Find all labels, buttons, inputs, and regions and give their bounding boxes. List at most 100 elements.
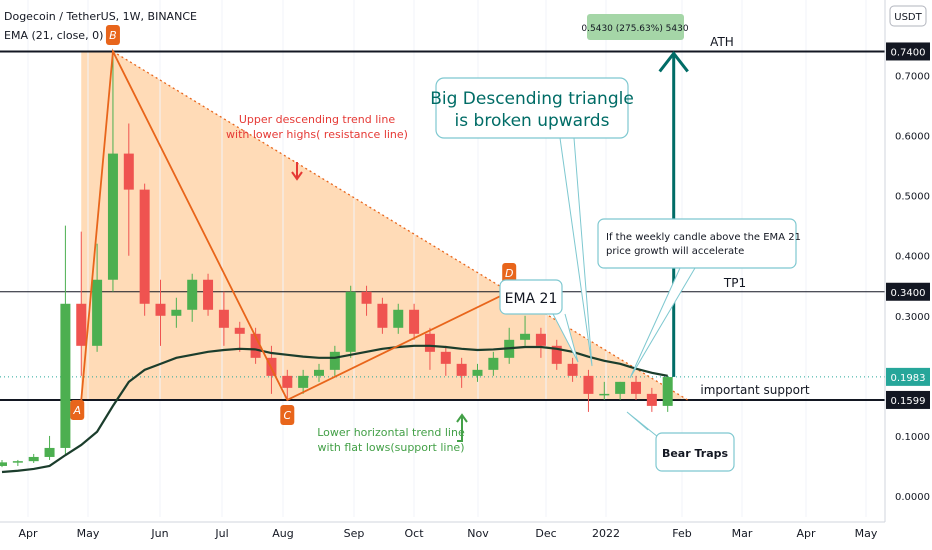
time-axis-label: Sep <box>344 527 365 540</box>
time-axis-label: Aug <box>272 527 293 540</box>
candle-body <box>583 375 594 394</box>
candle-body <box>599 393 610 396</box>
candle-body <box>171 309 182 316</box>
point-badge-c <box>280 405 295 425</box>
currency-button[interactable] <box>889 5 927 27</box>
price-level-badge-text: 0.1983 <box>891 373 926 384</box>
candle-body <box>646 393 657 406</box>
candle-body <box>12 461 23 463</box>
callout-bear-box <box>655 432 735 472</box>
point-label: C <box>283 409 291 422</box>
candle-body <box>535 333 546 346</box>
candle-body <box>329 351 340 370</box>
candle-body <box>361 291 372 304</box>
ema-21-line <box>1 344 668 474</box>
candle-body <box>155 303 166 316</box>
price-tick-label: 0.5000 <box>895 192 930 203</box>
candle-body <box>615 381 626 394</box>
candle-body <box>139 189 150 304</box>
candle-body <box>250 333 261 358</box>
point-badge-b <box>105 25 120 45</box>
price-level-badge <box>886 390 930 409</box>
point-label: B <box>109 29 117 42</box>
candle-body <box>107 153 118 280</box>
callout-ema-text: EMA 21 <box>505 291 558 307</box>
candle-body <box>203 279 214 310</box>
callout-triangle-text-2: is broken upwards <box>455 111 610 131</box>
abcd-pattern-line <box>80 48 510 402</box>
candle-body <box>282 375 293 388</box>
target-badge <box>587 14 684 40</box>
target-arrow-head <box>658 51 689 73</box>
callout-ema-box <box>499 279 563 315</box>
candle-body <box>409 309 420 334</box>
candle-body <box>393 309 404 328</box>
price-tick-label: 0.0000 <box>895 492 930 503</box>
time-axis-label: Apr <box>18 527 38 540</box>
time-axis-label: Dec <box>535 527 556 540</box>
time-axis-label: May <box>77 527 100 540</box>
price-level-badge <box>886 42 930 61</box>
candle-body <box>488 357 499 370</box>
candle-body <box>456 363 467 376</box>
tp1-label: TP1 <box>723 276 746 290</box>
candle-body <box>28 456 39 462</box>
support-label: important support <box>700 383 809 397</box>
candle-body <box>377 303 388 328</box>
price-tick-label: 0.3000 <box>895 312 930 323</box>
candle-body <box>662 377 673 406</box>
time-axis-label: Jul <box>214 527 228 540</box>
price-level-badge <box>886 367 930 386</box>
target-label: 0.5430 (275.63%) 5430 <box>581 24 688 34</box>
point-label: D <box>505 267 513 280</box>
time-axis-label: Oct <box>404 527 424 540</box>
price-level-badge <box>886 282 930 301</box>
time-axis-label: Apr <box>796 527 816 540</box>
price-tick-label: 0.7000 <box>895 72 930 83</box>
candle-body <box>218 309 229 328</box>
candle-body <box>567 363 578 376</box>
candle-body <box>123 153 134 190</box>
candle-body <box>440 351 451 364</box>
price-level-badge-text: 0.1599 <box>891 396 926 407</box>
ath-label: ATH <box>710 35 734 49</box>
point-badge-d <box>502 263 517 283</box>
candle-body <box>92 279 103 346</box>
callout-weekly-box <box>597 218 797 269</box>
price-tick-label: 0.4000 <box>895 252 930 263</box>
candle-body <box>0 462 7 466</box>
candle-body <box>76 303 87 346</box>
candle-body <box>520 333 531 340</box>
indicator-legend[interactable]: EMA (21, close, 0) <box>4 29 104 42</box>
callout-triangle-text-1: Big Descending triangle <box>430 89 634 109</box>
time-axis-label: Jun <box>150 527 168 540</box>
candle-body <box>234 327 245 334</box>
point-label: A <box>72 404 81 417</box>
green-arrow-head <box>456 413 468 423</box>
point-badge-a <box>70 400 85 420</box>
callout-weekly-text-1: If the weekly candle above the EMA 21 <box>606 232 801 243</box>
callout-bear-pointer <box>626 411 659 438</box>
red-arrow-head <box>291 171 303 181</box>
upper-trend-text-1: Upper descending trend line <box>239 113 395 126</box>
time-axis-label: Nov <box>467 527 489 540</box>
price-level-badge-text: 0.7400 <box>891 47 926 58</box>
time-axis-label: May <box>855 527 878 540</box>
candle-body <box>60 303 71 448</box>
candle-body <box>345 291 356 352</box>
candle-body <box>314 369 324 376</box>
green-arrow-shaft <box>457 416 463 442</box>
candle-body <box>44 447 55 457</box>
lower-trend-text-1: Lower horizontal trend line <box>317 426 465 439</box>
callout-weekly-text-2: price growth will accelerate <box>606 246 744 257</box>
price-level-badge-text: 0.3400 <box>891 288 926 299</box>
symbol-title: Dogecoin / TetherUS, 1W, BINANCE <box>4 10 197 23</box>
price-tick-label: 0.6000 <box>895 132 930 143</box>
callout-weekly-pointer <box>629 267 696 379</box>
candle-body <box>424 333 435 352</box>
time-axis-label: Feb <box>672 527 691 540</box>
resistance-trend-line <box>112 50 688 401</box>
candle-body <box>472 369 483 376</box>
